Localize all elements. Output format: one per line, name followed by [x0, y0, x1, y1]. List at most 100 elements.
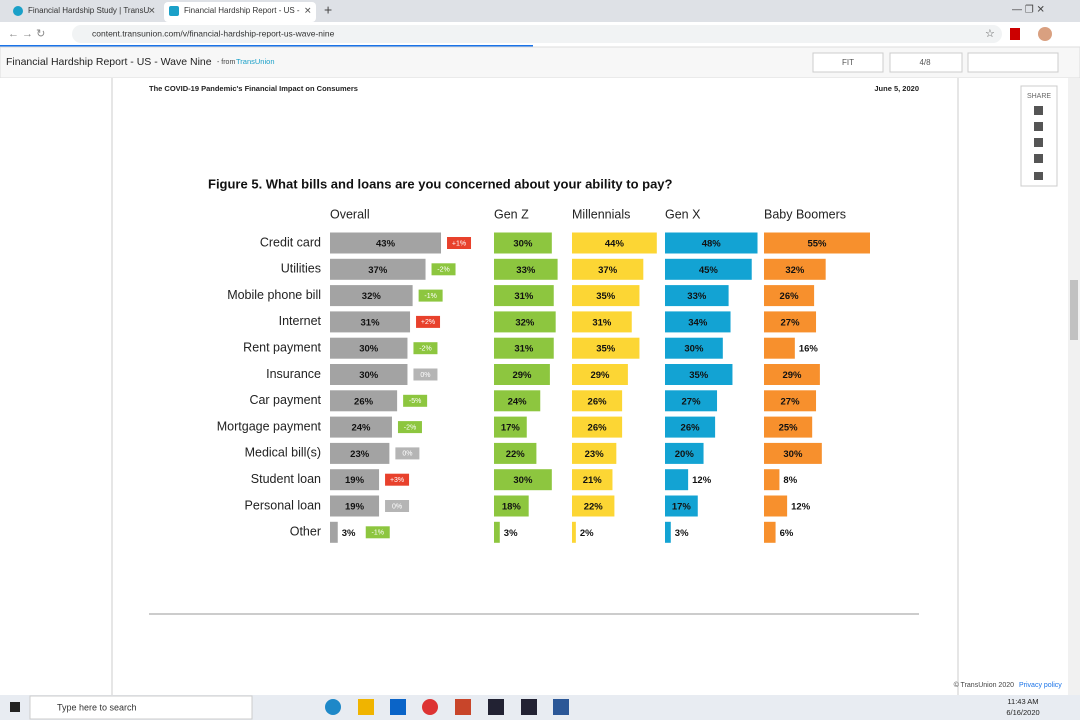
bar: [764, 469, 780, 491]
bar: [665, 469, 689, 491]
app-icon[interactable]: [390, 699, 406, 715]
category-label: Mortgage payment: [217, 419, 322, 433]
value-label: 19%: [345, 502, 365, 513]
doc-date: June 5, 2020: [874, 84, 919, 93]
search-box[interactable]: [29, 695, 253, 720]
app-icon[interactable]: [455, 699, 471, 715]
share-icon[interactable]: [1034, 122, 1043, 131]
scrollbar[interactable]: [1068, 78, 1080, 695]
zoom-fit[interactable]: FIT: [842, 58, 854, 67]
bar: [330, 258, 426, 280]
app-icon[interactable]: [422, 699, 438, 715]
bar: [665, 495, 698, 517]
bar: [494, 285, 554, 307]
profile[interactable]: [1038, 27, 1052, 41]
value-label: 17%: [672, 502, 692, 513]
change-label: 0%: [392, 503, 402, 510]
change-label: -2%: [404, 424, 416, 431]
category-label: Student loan: [251, 472, 321, 486]
tab-close[interactable]: ✕: [304, 5, 312, 15]
clock-date: 6/16/2020: [1006, 708, 1039, 717]
value-label: 26%: [588, 396, 608, 407]
viewer-brand[interactable]: TransUnion: [236, 57, 275, 66]
change-badge: [431, 263, 456, 276]
value-label: 19%: [345, 475, 365, 486]
start-button[interactable]: [10, 702, 20, 712]
value-label: 37%: [368, 265, 388, 276]
value-label: 31%: [361, 317, 381, 328]
scroll-thumb[interactable]: [1070, 280, 1078, 340]
change-badge: [395, 447, 420, 460]
bar: [572, 390, 623, 412]
bar: [494, 232, 552, 254]
bar: [494, 364, 550, 385]
zoom-controls[interactable]: [812, 52, 884, 73]
value-label: 27%: [781, 317, 801, 328]
value-label: 3%: [342, 528, 356, 539]
app-icon[interactable]: [553, 699, 569, 715]
legend-label: Millennials: [572, 207, 630, 221]
tool-buttons[interactable]: [967, 52, 1059, 73]
tab[interactable]: [6, 2, 160, 22]
tab-close[interactable]: ✕: [148, 5, 156, 15]
value-label: 30%: [513, 475, 533, 486]
app-icon[interactable]: [358, 699, 374, 715]
category-label: Utilities: [281, 262, 321, 276]
share-icon[interactable]: [1034, 154, 1043, 163]
extension[interactable]: [1010, 28, 1020, 40]
value-label: 6%: [780, 528, 794, 539]
change-label: -5%: [409, 398, 421, 405]
value-label: 32%: [515, 317, 535, 328]
value-label: 21%: [583, 475, 603, 486]
privacy-link[interactable]: Privacy policy: [1019, 682, 1062, 689]
bar: [330, 442, 390, 464]
url[interactable]: content.transunion.com/v/financial-hards…: [92, 28, 335, 38]
change-label: +2%: [421, 319, 435, 326]
page-controls[interactable]: [889, 52, 963, 73]
share-icon[interactable]: [1034, 106, 1043, 115]
active-tab[interactable]: [164, 2, 316, 22]
value-label: 24%: [508, 396, 528, 407]
share-icon[interactable]: [1034, 138, 1043, 147]
value-label: 31%: [514, 344, 534, 355]
value-label: 26%: [588, 423, 608, 434]
app-icon[interactable]: [325, 699, 341, 715]
bar: [665, 311, 731, 333]
value-label: 32%: [785, 265, 805, 276]
bar: [665, 232, 758, 254]
value-label: 48%: [702, 239, 722, 250]
bar: [572, 469, 613, 491]
value-label: 12%: [791, 502, 811, 513]
document-area: [0, 78, 1080, 695]
value-label: 20%: [675, 449, 695, 460]
window-controls[interactable]: — ❐ ✕: [1012, 5, 1045, 16]
category-label: Credit card: [260, 235, 321, 249]
category-label: Internet: [279, 314, 322, 328]
category-label: Insurance: [266, 367, 321, 381]
bar: [572, 232, 657, 254]
bar: [330, 337, 408, 359]
change-badge: [385, 473, 410, 486]
app-icon[interactable]: [521, 699, 537, 715]
bookmark[interactable]: ☆: [985, 28, 995, 40]
change-badge: [418, 289, 443, 302]
bar: [764, 442, 822, 464]
value-label: 35%: [596, 291, 616, 302]
app-icon[interactable]: [488, 699, 504, 715]
category-label: Personal loan: [245, 498, 321, 512]
new-tab[interactable]: +: [324, 2, 332, 18]
omnibox[interactable]: [72, 25, 1002, 43]
bar: [764, 285, 815, 307]
share-icon[interactable]: [1034, 172, 1043, 180]
change-label: 0%: [420, 372, 430, 379]
bar: [572, 521, 576, 543]
page-indicator: 4/8: [919, 58, 931, 67]
bar: [330, 364, 408, 385]
value-label: 35%: [689, 370, 709, 381]
nav-buttons[interactable]: ← → ↻: [8, 28, 45, 40]
value-label: 26%: [681, 423, 701, 434]
value-label: 27%: [682, 396, 702, 407]
chart: Credit card Utilities Mobile phone bill Int…: [217, 207, 870, 543]
bar: [665, 521, 671, 543]
value-label: 34%: [688, 317, 708, 328]
